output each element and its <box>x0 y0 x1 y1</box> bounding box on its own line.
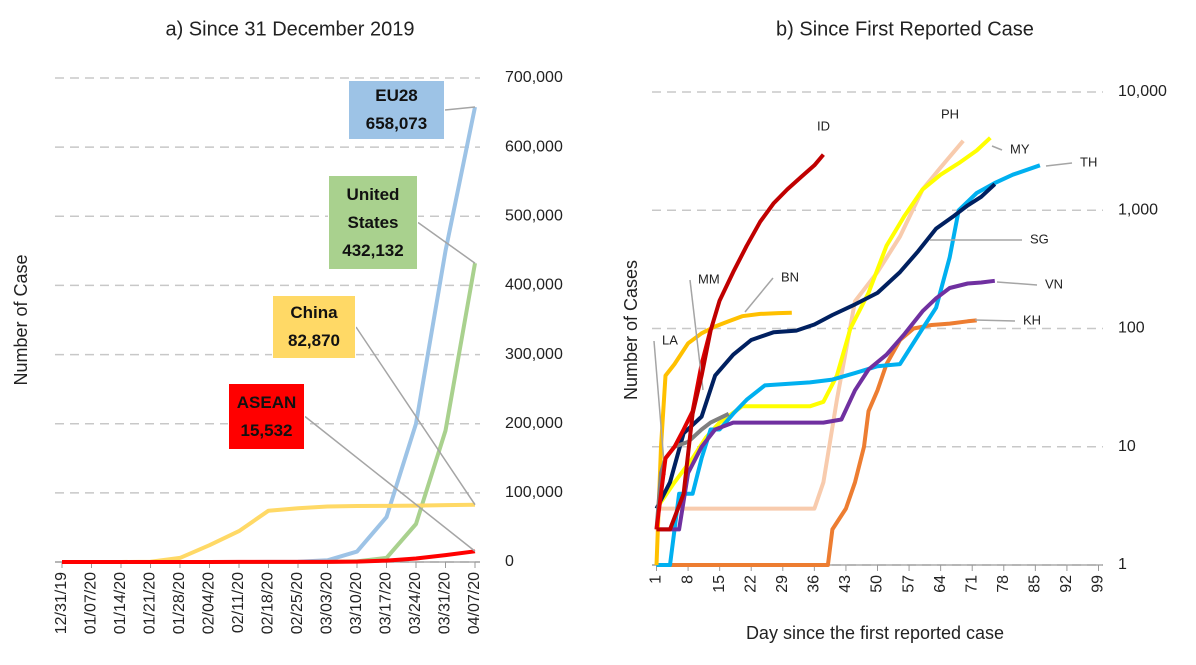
callout-name: China <box>290 303 338 322</box>
x-tick-label: 8 <box>679 575 696 584</box>
series-label: VN <box>1045 276 1063 291</box>
y-axis-title: Number of Cases <box>621 260 641 400</box>
series-line <box>654 182 997 510</box>
y-tick-label: 700,000 <box>505 69 563 86</box>
x-tick-label: 50 <box>869 575 886 593</box>
y-tick-label: 600,000 <box>505 138 563 155</box>
series-line <box>62 549 476 564</box>
x-tick-label: 04/07/20 <box>466 572 483 634</box>
label-leader <box>991 145 1003 151</box>
series-label: SG <box>1030 231 1049 246</box>
series-line <box>654 412 730 530</box>
callout: United States 432,132 <box>328 175 418 270</box>
x-tick-label: 15 <box>711 575 728 593</box>
callout-leader <box>444 106 476 111</box>
y-tick-label: 0 <box>505 553 514 570</box>
x-tick-label: 02/25/20 <box>289 572 306 634</box>
series-line <box>654 310 792 566</box>
x-tick-label: 99 <box>1090 575 1107 593</box>
y-tick-label: 200,000 <box>505 415 563 432</box>
x-tick-label: 03/10/20 <box>348 572 365 634</box>
x-tick-label: 01/21/20 <box>142 572 159 634</box>
y-tick-label: 500,000 <box>505 208 563 225</box>
series-label: BN <box>781 269 799 284</box>
y-tick-label: 300,000 <box>505 346 563 363</box>
series-label: MM <box>698 271 720 286</box>
series-label: TH <box>1080 154 1097 169</box>
x-tick-label: 85 <box>1027 575 1044 593</box>
x-tick-label: 43 <box>837 575 854 593</box>
chart-title: b) Since First Reported Case <box>776 18 1034 40</box>
chart-title: a) Since 31 December 2019 <box>165 18 414 40</box>
series-line <box>656 153 825 532</box>
x-tick-label: 1 <box>648 575 665 584</box>
callout-value: 432,132 <box>342 240 404 260</box>
x-tick-label: 92 <box>1058 575 1075 593</box>
x-tick-label: 02/04/20 <box>201 572 218 634</box>
y-tick-label: 100 <box>1118 320 1145 337</box>
x-tick-label: 02/18/20 <box>260 572 277 634</box>
series-label: ID <box>817 118 830 133</box>
x-tick-label: 57 <box>900 575 917 593</box>
series-line <box>654 328 713 530</box>
callout-value: 15,532 <box>240 420 293 440</box>
y-tick-label: 1 <box>1118 556 1127 573</box>
series-label: MY <box>1010 141 1030 156</box>
series-label: KH <box>1023 312 1041 327</box>
label-leader <box>996 281 1038 286</box>
series-line <box>62 502 476 564</box>
y-tick-label: 400,000 <box>505 277 563 294</box>
callout: EU28 658,073 <box>348 80 445 140</box>
x-tick-label: 12/31/19 <box>53 572 70 634</box>
series-label: PH <box>941 106 959 121</box>
series-label: LA <box>662 332 678 347</box>
callout-value: 658,073 <box>365 114 428 133</box>
x-tick-label: 78 <box>995 575 1012 593</box>
y-tick-label: 10 <box>1118 438 1136 455</box>
x-tick-label: 03/24/20 <box>407 572 424 634</box>
y-tick-label: 1,000 <box>1118 201 1158 218</box>
callout-value: 82,870 <box>288 331 340 350</box>
x-tick-label: 03/17/20 <box>378 572 395 634</box>
callout-name: United States <box>346 184 400 232</box>
series-line <box>656 318 977 567</box>
callout-leader <box>304 415 476 552</box>
label-leader <box>1045 162 1073 167</box>
x-tick-label: 03/03/20 <box>319 572 336 634</box>
callout-leader <box>417 221 476 264</box>
callout-leader <box>355 326 476 506</box>
x-tick-label: 01/14/20 <box>112 572 129 634</box>
callout-name: ASEAN <box>236 392 297 412</box>
series-line <box>656 278 996 532</box>
series-line <box>656 163 1041 567</box>
x-tick-label: 22 <box>742 575 759 593</box>
y-tick-label: 10,000 <box>1118 83 1167 100</box>
label-leader <box>744 277 774 313</box>
x-tick-label: 03/31/20 <box>437 572 454 634</box>
x-axis-title: Day since the first reported case <box>746 623 1004 643</box>
x-tick-label: 01/07/20 <box>83 572 100 634</box>
x-tick-label: 64 <box>932 575 949 593</box>
label-leader <box>974 319 1016 322</box>
callout: China 82,870 <box>272 295 356 359</box>
x-tick-label: 71 <box>963 575 980 593</box>
y-axis-title: Number of Case <box>11 254 31 385</box>
label-leader <box>653 340 666 476</box>
callout-name: EU28 <box>375 86 418 105</box>
callout: ASEAN 15,532 <box>228 383 305 450</box>
x-tick-label: 29 <box>774 575 791 593</box>
x-tick-label: 01/28/20 <box>171 572 188 634</box>
x-tick-label: 36 <box>806 575 823 593</box>
y-tick-label: 100,000 <box>505 484 563 501</box>
x-tick-label: 02/11/20 <box>230 572 247 633</box>
